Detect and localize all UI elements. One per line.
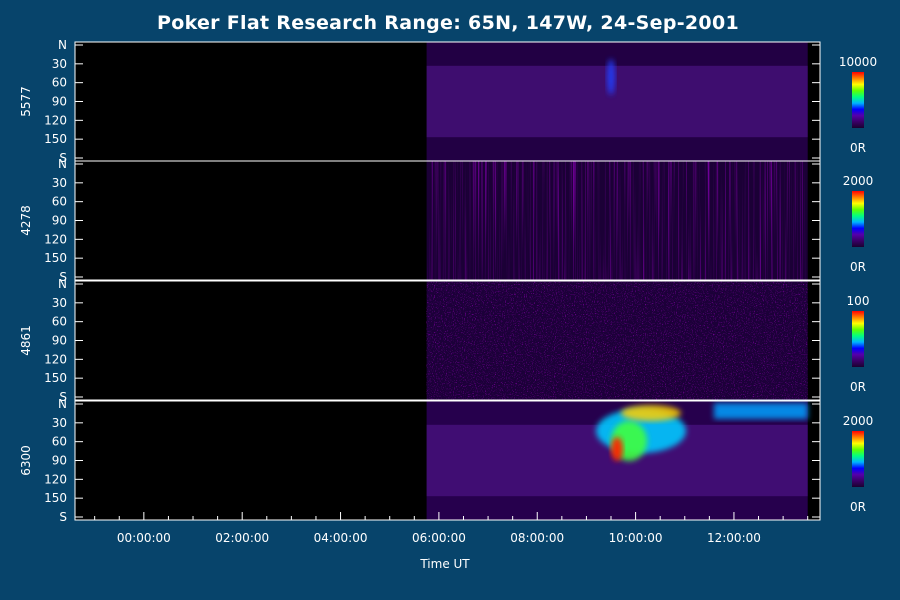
y-tick-label: S — [59, 510, 67, 524]
y-tick-label: S — [59, 151, 67, 165]
y-tick-label: N — [58, 277, 67, 291]
x-tick-label: 02:00:00 — [215, 531, 269, 545]
colorbar-min-label: 0R — [850, 141, 866, 155]
y-axis-label: 6300 — [19, 445, 33, 476]
aurora-red — [611, 437, 624, 461]
x-axis: 00:00:00 02:00:00 04:00:00 06:00:00 08:00:00… — [94, 512, 809, 545]
colorbar — [852, 191, 864, 247]
y-tick-label: 90 — [52, 214, 67, 228]
x-axis-label: Time UT — [419, 557, 470, 571]
y-tick-label: 60 — [52, 76, 67, 90]
x-tick-label: 06:00:00 — [412, 531, 466, 545]
x-tick-label: 12:00:00 — [707, 531, 761, 545]
x-tick-label: 00:00:00 — [117, 531, 171, 545]
emission-speckle — [426, 281, 808, 400]
panels: N 30 60 90 120 150 S 5577 10000 0R N 30 60 90 120 150 S 4… — [19, 38, 877, 524]
y-tick-label: 120 — [44, 472, 67, 486]
panel-5577: N 30 60 90 120 150 S 5577 10000 0R — [19, 38, 877, 165]
colorbar-min-label: 0R — [850, 260, 866, 274]
y-tick-label: S — [59, 390, 67, 404]
y-axis-label: 4861 — [19, 325, 33, 356]
y-tick-label: 30 — [52, 57, 67, 71]
y-tick-label: 60 — [52, 315, 67, 329]
y-tick-label: N — [58, 38, 67, 52]
emission-data — [426, 401, 808, 520]
y-tick-label: 150 — [44, 251, 67, 265]
y-tick-label: 150 — [44, 371, 67, 385]
emission-data — [426, 42, 808, 161]
aurora-blue — [713, 403, 808, 419]
y-tick-label: N — [58, 157, 67, 171]
panel-4278: N 30 60 90 120 150 S 4278 2000 0R — [19, 157, 873, 284]
emission-streaks — [426, 161, 808, 280]
y-tick-label: 90 — [52, 334, 67, 348]
colorbar-max-label: 2000 — [843, 414, 874, 428]
x-tick-label: 10:00:00 — [609, 531, 663, 545]
colorbar-max-label: 100 — [847, 294, 870, 308]
y-tick-label: 120 — [44, 113, 67, 127]
colorbar-min-label: 0R — [850, 500, 866, 514]
y-tick-label: S — [59, 270, 67, 284]
colorbar-max-label: 10000 — [839, 55, 877, 69]
chart-title: Poker Flat Research Range: 65N, 147W, 24… — [157, 12, 739, 34]
colorbar-max-label: 2000 — [843, 174, 874, 188]
panel-6300: N 30 60 90 120 150 S 6300 2000 0R — [19, 397, 873, 524]
y-axis-label: 4278 — [19, 205, 33, 236]
y-tick-label: 30 — [52, 176, 67, 190]
y-tick-label: 120 — [44, 232, 67, 246]
y-tick-label: 30 — [52, 416, 67, 430]
panel-4861: N 30 60 90 120 150 S 4861 100 0R — [19, 277, 869, 404]
emission-band — [426, 65, 808, 138]
emission-data — [426, 161, 808, 280]
y-tick-label: 60 — [52, 435, 67, 449]
y-tick-label: N — [58, 397, 67, 411]
y-tick-label: 60 — [52, 195, 67, 209]
y-tick-label: 90 — [52, 454, 67, 468]
colorbar — [852, 72, 864, 128]
x-tick-label: 04:00:00 — [314, 531, 368, 545]
y-tick-label: 90 — [52, 95, 67, 109]
colorbar-min-label: 0R — [850, 380, 866, 394]
aurora-yellow — [621, 405, 682, 421]
y-tick-label: 150 — [44, 491, 67, 505]
aurora-blue — [607, 59, 616, 95]
y-tick-label: 30 — [52, 296, 67, 310]
colorbar — [852, 311, 864, 367]
y-axis-label: 5577 — [19, 86, 33, 117]
x-tick-label: 08:00:00 — [510, 531, 564, 545]
colorbar — [852, 431, 864, 487]
emission-data — [426, 281, 808, 400]
y-tick-label: 120 — [44, 352, 67, 366]
y-tick-label: 150 — [44, 132, 67, 146]
